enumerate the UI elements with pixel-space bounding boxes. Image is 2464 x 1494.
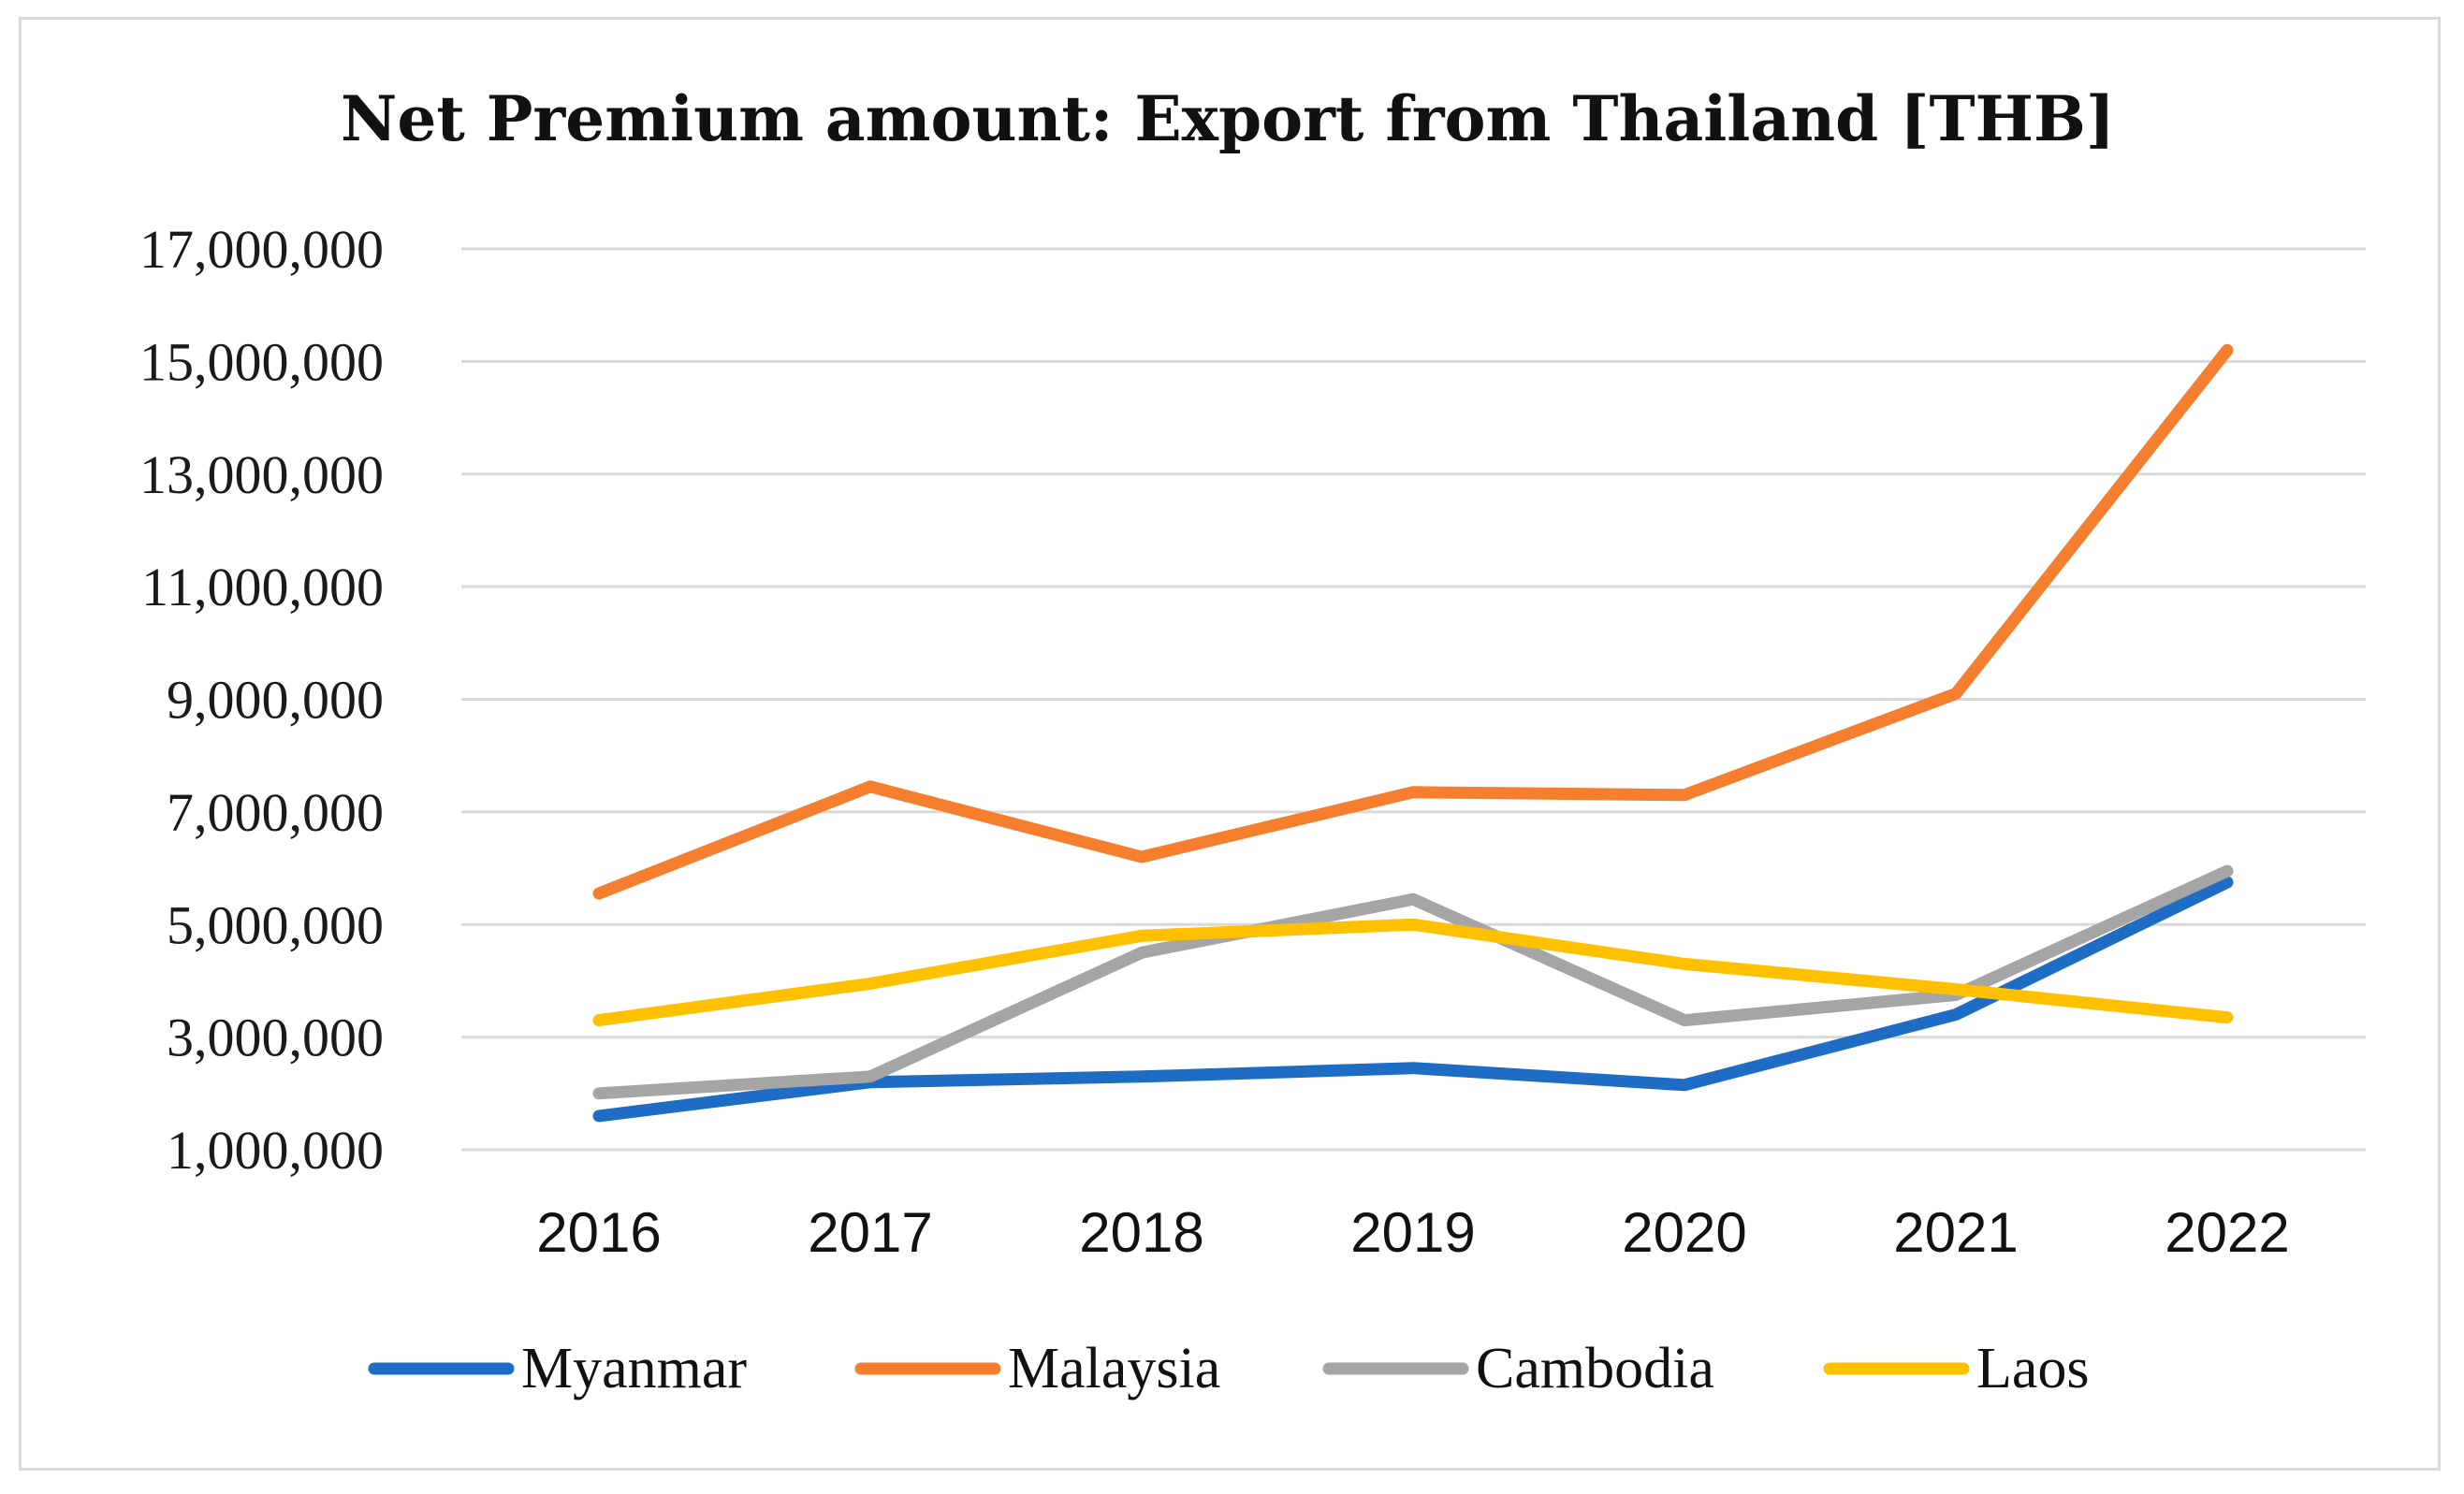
x-tick-label: 2017 — [808, 1201, 932, 1264]
legend-label-myanmar: Myanmar — [521, 1337, 747, 1400]
y-tick-label: 3,000,000 — [167, 1008, 384, 1068]
legend: Myanmar Malaysia Cambodia Laos — [368, 1337, 2090, 1400]
x-tick-label: 2019 — [1350, 1201, 1475, 1264]
series-lines — [592, 343, 2234, 1123]
x-tick-label: 2016 — [536, 1201, 661, 1264]
y-tick-label: 9,000,000 — [167, 670, 384, 731]
y-tick-label: 11,000,000 — [141, 557, 384, 617]
y-tick-label: 13,000,000 — [139, 444, 384, 505]
y-tick-label: 17,000,000 — [139, 219, 384, 280]
gridlines — [461, 247, 2366, 1152]
legend-label-laos: Laos — [1976, 1337, 2090, 1400]
chart-frame — [19, 17, 2441, 1471]
y-axis-ticks: 1,000,000 3,000,000 5,000,000 7,000,000 9,00… — [139, 219, 384, 1181]
x-tick-label: 2021 — [1893, 1201, 2018, 1264]
chart-title: Net Premium amount: Export from Thailand… — [341, 82, 2115, 155]
legend-label-malaysia: Malaysia — [1008, 1337, 1220, 1400]
legend-label-cambodia: Cambodia — [1476, 1337, 1714, 1400]
x-tick-label: 2018 — [1079, 1201, 1203, 1264]
series-line-malaysia — [592, 343, 2234, 900]
y-tick-label: 5,000,000 — [167, 894, 384, 955]
x-tick-label: 2022 — [2165, 1201, 2289, 1264]
series-line-laos — [592, 918, 2234, 1027]
y-tick-label: 15,000,000 — [139, 331, 384, 392]
x-axis-ticks: 2016 2017 2018 2019 2020 2021 2022 — [536, 1201, 2289, 1264]
y-tick-label: 7,000,000 — [167, 782, 384, 843]
x-tick-label: 2020 — [1622, 1201, 1746, 1264]
y-tick-label: 1,000,000 — [167, 1120, 384, 1181]
